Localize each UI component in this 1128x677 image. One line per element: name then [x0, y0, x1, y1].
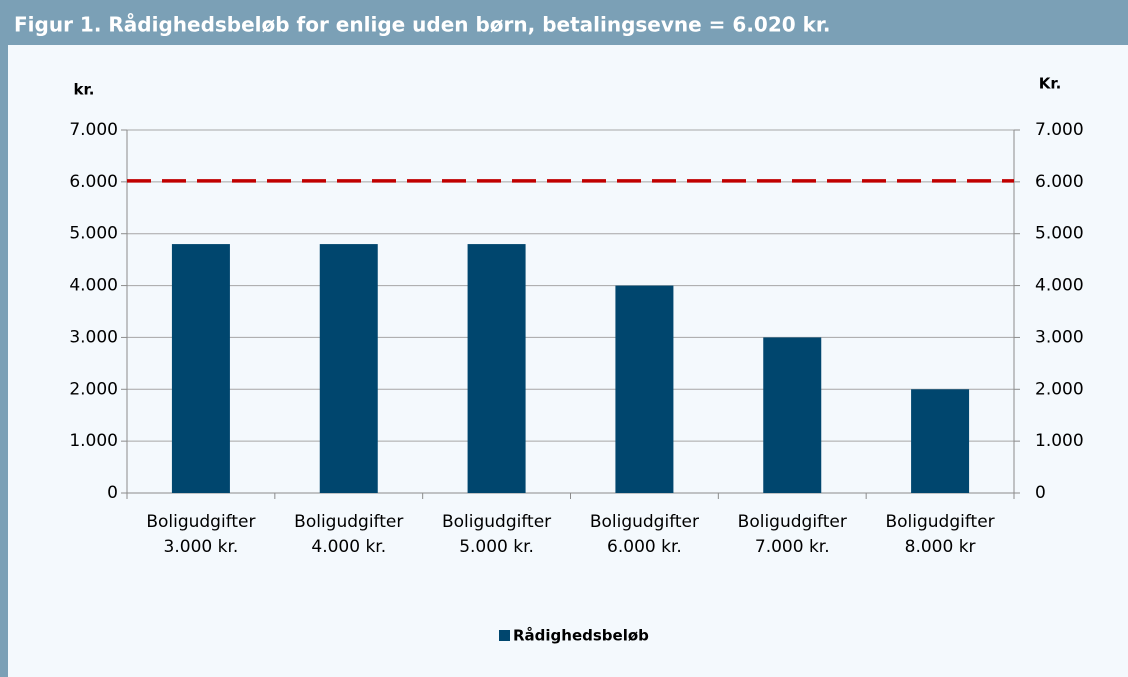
title-bar: [0, 0, 1128, 45]
legend-swatch: [499, 630, 510, 641]
x-tick-label: 7.000 kr.: [755, 537, 830, 557]
bar: [911, 389, 970, 493]
x-tick-label: 3.000 kr.: [164, 537, 239, 557]
y2-tick-label: 0: [1035, 483, 1046, 503]
y-axis-label: kr.: [74, 81, 95, 99]
x-tick-label: 4.000 kr.: [311, 537, 386, 557]
bar: [319, 244, 378, 493]
y2-tick-label: 7.000: [1035, 120, 1084, 140]
y2-tick-label: 2.000: [1035, 379, 1084, 399]
bar: [467, 244, 526, 493]
x-tick-label: Boligudgifter: [590, 512, 699, 532]
chart-title: Figur 1. Rådighedsbeløb for enlige uden …: [14, 13, 831, 37]
bar: [171, 244, 230, 493]
x-tick-label: 8.000 kr: [905, 537, 976, 557]
y-tick-label: 3.000: [69, 327, 118, 347]
x-tick-label: 5.000 kr.: [459, 537, 534, 557]
y2-tick-label: 1.000: [1035, 431, 1084, 451]
x-tick-label: Boligudgifter: [738, 512, 847, 532]
x-tick-label: Boligudgifter: [146, 512, 255, 532]
y2-tick-label: 3.000: [1035, 327, 1084, 347]
y2-tick-label: 6.000: [1035, 172, 1084, 192]
y2-tick-label: 5.000: [1035, 224, 1084, 244]
y-tick-label: 7.000: [69, 120, 118, 140]
y-tick-label: 4.000: [69, 276, 118, 296]
left-border: [0, 45, 8, 677]
x-tick-label: Boligudgifter: [442, 512, 551, 532]
legend-label: Rådighedsbeløb: [513, 627, 649, 645]
y-tick-label: 5.000: [69, 224, 118, 244]
x-tick-label: Boligudgifter: [885, 512, 994, 532]
x-tick-label: Boligudgifter: [294, 512, 403, 532]
y-tick-label: 2.000: [69, 379, 118, 399]
y-tick-label: 6.000: [69, 172, 118, 192]
y-tick-label: 1.000: [69, 431, 118, 451]
y2-axis-label: Kr.: [1039, 75, 1062, 93]
y2-tick-label: 4.000: [1035, 276, 1084, 296]
y-tick-label: 0: [107, 483, 118, 503]
x-tick-label: 6.000 kr.: [607, 537, 682, 557]
bar: [763, 337, 822, 493]
bar: [615, 285, 674, 493]
